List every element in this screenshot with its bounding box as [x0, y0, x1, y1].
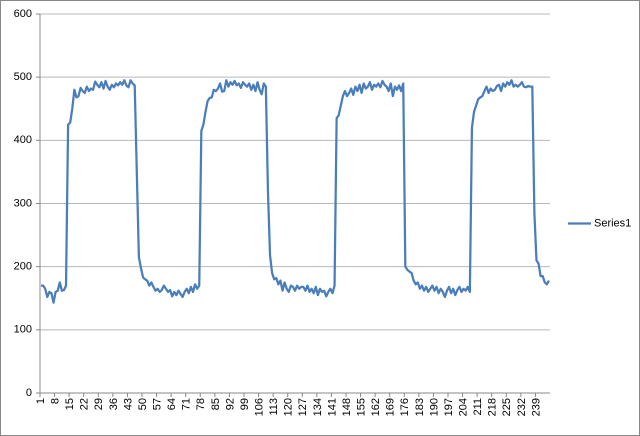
x-tick-label: 169 — [385, 398, 397, 416]
x-tick-label: 85 — [210, 398, 222, 410]
x-tick-label: 239 — [530, 398, 542, 416]
x-tick-label: 155 — [356, 398, 368, 416]
x-tick-label: 197 — [443, 398, 455, 416]
y-tick-label: 100 — [14, 324, 32, 336]
x-tick-label: 1 — [35, 398, 47, 404]
y-tick-label: 500 — [14, 71, 32, 83]
x-tick-label: 50 — [137, 398, 149, 410]
x-tick-label: 204 — [458, 398, 470, 416]
x-tick-label: 78 — [195, 398, 207, 410]
x-tick-label: 43 — [122, 398, 134, 410]
x-tick-label: 225 — [501, 398, 513, 416]
x-tick-label: 113 — [268, 398, 280, 416]
y-tick-label: 600 — [14, 8, 32, 20]
x-tick-label: 120 — [283, 398, 295, 416]
x-tick-label: 218 — [487, 398, 499, 416]
x-tick-label: 141 — [326, 398, 338, 416]
x-tick-label: 183 — [414, 398, 426, 416]
x-tick-label: 127 — [297, 398, 309, 416]
x-tick-label: 190 — [428, 398, 440, 416]
x-tick-label: 64 — [166, 398, 178, 410]
x-tick-label: 71 — [181, 398, 193, 410]
x-tick-label: 92 — [224, 398, 236, 410]
legend-label: Series1 — [594, 217, 631, 229]
x-tick-label: 211 — [472, 398, 484, 416]
x-tick-label: 57 — [152, 398, 164, 410]
x-tick-label: 134 — [312, 398, 324, 416]
x-tick-label: 106 — [254, 398, 266, 416]
x-tick-label: 232 — [516, 398, 528, 416]
x-tick-label: 29 — [93, 398, 105, 410]
series-line — [41, 79, 550, 304]
x-tick-label: 22 — [79, 398, 91, 410]
x-tick-label: 176 — [399, 398, 411, 416]
x-tick-label: 99 — [239, 398, 251, 410]
y-tick-label: 300 — [14, 197, 32, 209]
y-tick-label: 0 — [26, 387, 32, 399]
x-tick-label: 15 — [64, 398, 76, 410]
x-tick-label: 36 — [108, 398, 120, 410]
y-tick-label: 400 — [14, 134, 32, 146]
x-tick-label: 8 — [50, 398, 62, 404]
x-tick-label: 162 — [370, 398, 382, 416]
y-tick-label: 200 — [14, 261, 32, 273]
x-tick-label: 148 — [341, 398, 353, 416]
